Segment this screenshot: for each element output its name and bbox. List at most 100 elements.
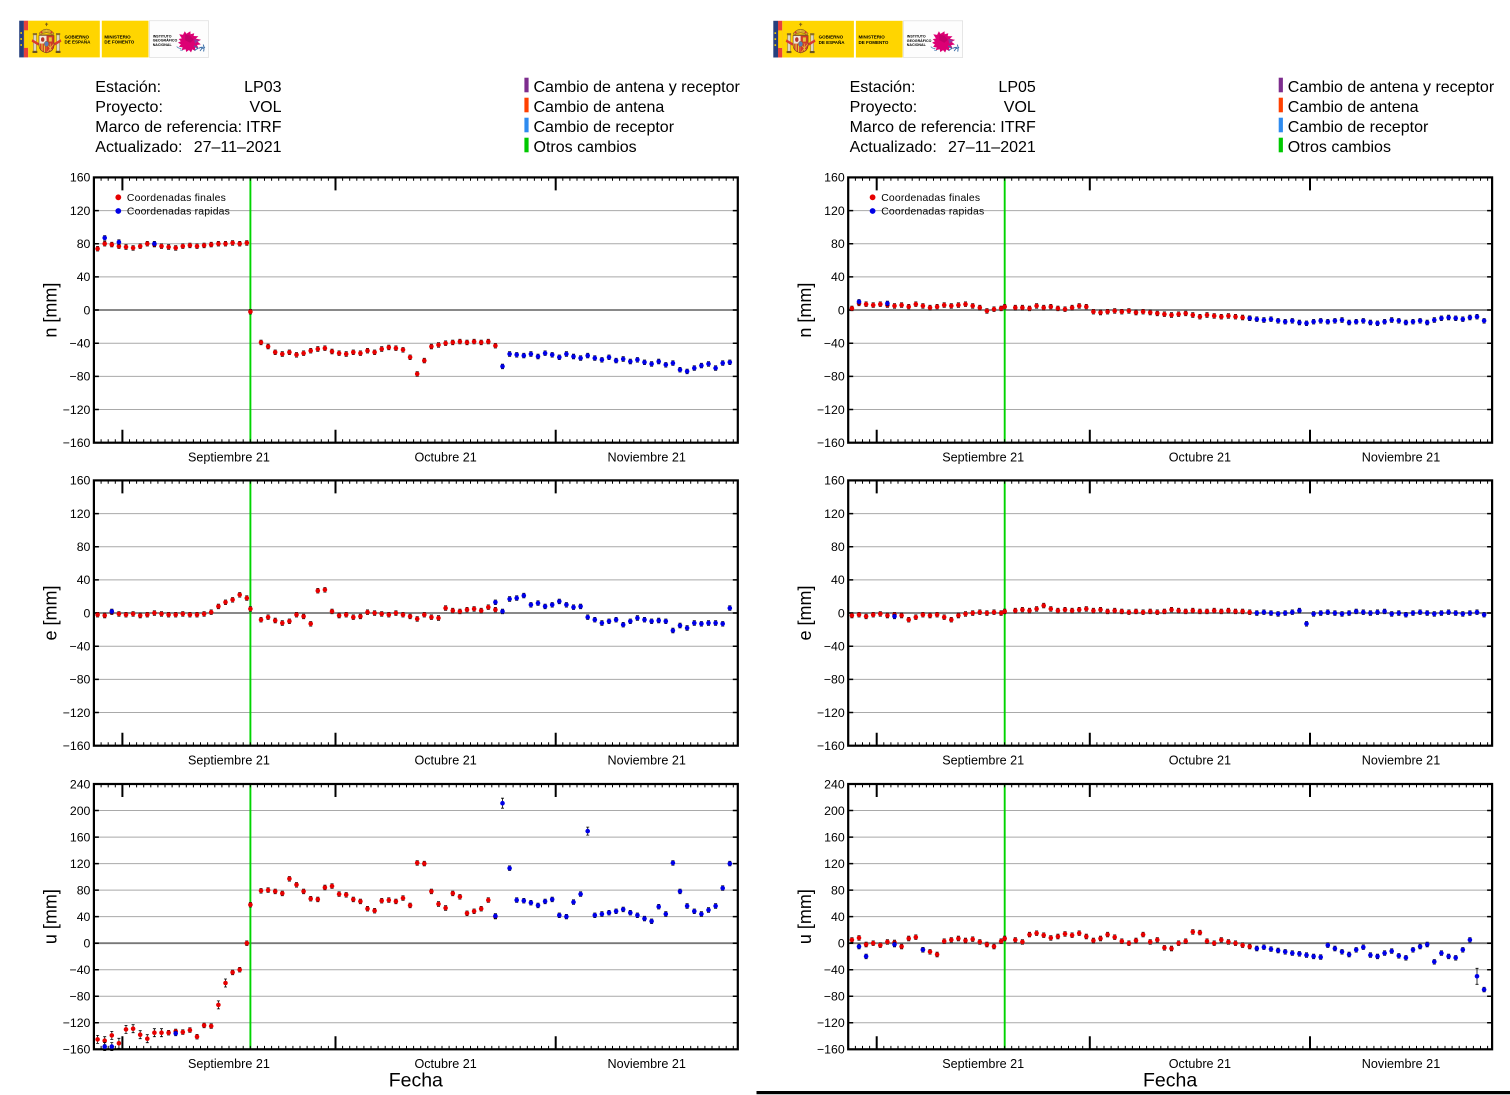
svg-text:Octubre 21: Octubre 21	[1169, 451, 1231, 465]
svg-text:Actualizado:: Actualizado:	[95, 139, 182, 156]
svg-text:160: 160	[70, 171, 91, 185]
svg-text:Cambio de receptor: Cambio de receptor	[534, 119, 675, 136]
svg-text:−40: −40	[824, 640, 845, 654]
svg-text:120: 120	[824, 204, 845, 218]
svg-text:VOL: VOL	[1004, 99, 1036, 116]
svg-text:Noviembre 21: Noviembre 21	[1362, 754, 1440, 768]
svg-text:−120: −120	[63, 403, 91, 417]
svg-text:−80: −80	[70, 370, 91, 384]
svg-text:40: 40	[831, 573, 845, 587]
svg-text:−80: −80	[824, 370, 845, 384]
svg-text:80: 80	[831, 237, 845, 251]
svg-text:0: 0	[84, 606, 91, 620]
svg-text:Estación:: Estación:	[95, 79, 161, 96]
svg-text:0: 0	[838, 303, 845, 317]
svg-text:80: 80	[77, 540, 91, 554]
svg-text:u [mm]: u [mm]	[41, 889, 61, 944]
svg-text:−160: −160	[63, 436, 91, 450]
svg-text:0: 0	[838, 606, 845, 620]
svg-text:−120: −120	[817, 403, 845, 417]
svg-text:−160: −160	[817, 1043, 845, 1057]
svg-text:Fecha: Fecha	[389, 1070, 443, 1092]
svg-text:Septiembre 21: Septiembre 21	[942, 754, 1024, 768]
svg-text:−120: −120	[63, 1016, 91, 1030]
svg-text:−40: −40	[824, 337, 845, 351]
svg-text:−80: −80	[824, 673, 845, 687]
svg-text:160: 160	[70, 474, 91, 488]
svg-text:ITRF: ITRF	[1000, 119, 1036, 136]
svg-text:160: 160	[824, 171, 845, 185]
svg-text:120: 120	[824, 857, 845, 871]
svg-text:−40: −40	[70, 963, 91, 977]
svg-text:Coordenadas finales: Coordenadas finales	[127, 193, 226, 204]
svg-text:160: 160	[824, 474, 845, 488]
svg-text:−40: −40	[70, 337, 91, 351]
svg-text:120: 120	[824, 507, 845, 521]
svg-text:Estación:: Estación:	[850, 79, 916, 96]
svg-text:Octubre 21: Octubre 21	[1169, 754, 1231, 768]
svg-text:−160: −160	[63, 739, 91, 753]
svg-text:Cambio de antena y receptor: Cambio de antena y receptor	[1288, 79, 1495, 96]
svg-text:−80: −80	[70, 990, 91, 1004]
svg-text:−80: −80	[70, 673, 91, 687]
svg-text:160: 160	[70, 830, 91, 844]
svg-text:−160: −160	[817, 436, 845, 450]
svg-text:0: 0	[84, 303, 91, 317]
svg-text:Cambio de receptor: Cambio de receptor	[1288, 119, 1429, 136]
svg-text:0: 0	[84, 937, 91, 951]
svg-text:200: 200	[824, 804, 845, 818]
svg-text:Septiembre 21: Septiembre 21	[188, 1057, 270, 1071]
svg-text:Coordenadas rapidas: Coordenadas rapidas	[127, 206, 230, 217]
svg-text:Noviembre 21: Noviembre 21	[607, 451, 685, 465]
svg-text:Noviembre 21: Noviembre 21	[607, 754, 685, 768]
svg-text:Cambio de antena: Cambio de antena	[534, 99, 665, 116]
svg-text:160: 160	[824, 830, 845, 844]
svg-text:Cambio de antena y receptor: Cambio de antena y receptor	[534, 79, 741, 96]
svg-text:Marco de referencia:: Marco de referencia:	[95, 119, 242, 136]
svg-text:240: 240	[70, 777, 91, 791]
svg-text:−40: −40	[70, 640, 91, 654]
svg-text:−40: −40	[824, 963, 845, 977]
svg-text:−80: −80	[824, 990, 845, 1004]
svg-text:Noviembre 21: Noviembre 21	[607, 1057, 685, 1071]
svg-text:−160: −160	[63, 1043, 91, 1057]
svg-text:LP03: LP03	[244, 79, 281, 96]
svg-text:Otros cambios: Otros cambios	[534, 139, 637, 156]
svg-text:240: 240	[824, 777, 845, 791]
svg-text:n [mm]: n [mm]	[41, 283, 61, 338]
svg-text:Septiembre 21: Septiembre 21	[188, 754, 270, 768]
svg-text:Proyecto:: Proyecto:	[95, 99, 163, 116]
svg-text:80: 80	[831, 540, 845, 554]
svg-text:27–11–2021: 27–11–2021	[194, 139, 282, 156]
svg-text:ITRF: ITRF	[246, 119, 282, 136]
svg-text:LP05: LP05	[998, 79, 1035, 96]
svg-text:−120: −120	[63, 706, 91, 720]
svg-text:80: 80	[831, 883, 845, 897]
svg-text:Octubre 21: Octubre 21	[414, 451, 476, 465]
svg-text:Octubre 21: Octubre 21	[414, 754, 476, 768]
svg-text:Noviembre 21: Noviembre 21	[1362, 451, 1440, 465]
svg-text:80: 80	[77, 237, 91, 251]
svg-text:27–11–2021: 27–11–2021	[948, 139, 1036, 156]
svg-text:120: 120	[70, 204, 91, 218]
svg-text:120: 120	[70, 507, 91, 521]
svg-text:Actualizado:: Actualizado:	[850, 139, 937, 156]
svg-text:200: 200	[70, 804, 91, 818]
svg-text:e [mm]: e [mm]	[795, 585, 815, 640]
svg-text:Coordenadas finales: Coordenadas finales	[881, 193, 980, 204]
svg-text:n [mm]: n [mm]	[795, 283, 815, 338]
svg-text:Noviembre 21: Noviembre 21	[1362, 1057, 1440, 1071]
svg-text:40: 40	[831, 910, 845, 924]
svg-text:120: 120	[70, 857, 91, 871]
svg-text:40: 40	[831, 270, 845, 284]
svg-text:Octubre 21: Octubre 21	[1169, 1057, 1231, 1071]
svg-text:Septiembre 21: Septiembre 21	[188, 451, 270, 465]
svg-text:−160: −160	[817, 739, 845, 753]
svg-text:Coordenadas rapidas: Coordenadas rapidas	[881, 206, 984, 217]
svg-text:40: 40	[77, 910, 91, 924]
svg-text:Septiembre 21: Septiembre 21	[942, 1057, 1024, 1071]
svg-text:Cambio de antena: Cambio de antena	[1288, 99, 1419, 116]
svg-text:Marco de referencia:: Marco de referencia:	[850, 119, 997, 136]
svg-text:VOL: VOL	[249, 99, 281, 116]
svg-text:u [mm]: u [mm]	[795, 889, 815, 944]
